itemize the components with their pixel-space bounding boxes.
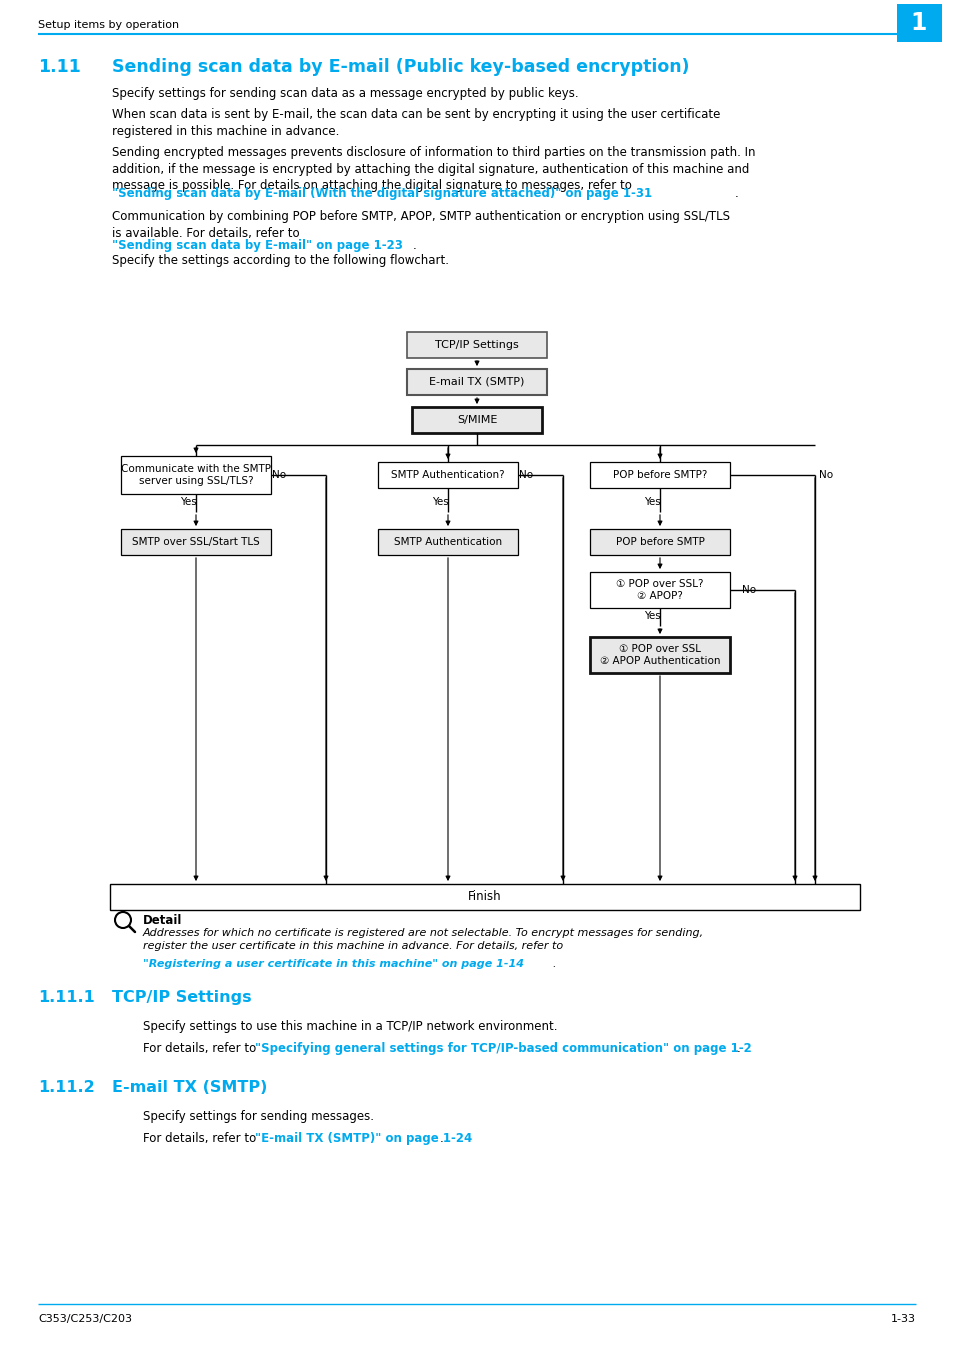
Text: Yes: Yes xyxy=(431,497,448,508)
Text: POP before SMTP?: POP before SMTP? xyxy=(612,470,706,481)
Text: For details, refer to: For details, refer to xyxy=(143,1042,260,1054)
Text: 1.11.2: 1.11.2 xyxy=(38,1080,94,1095)
Bar xyxy=(377,529,517,555)
Bar xyxy=(121,456,271,494)
Text: "Sending scan data by E-mail" on page 1-23: "Sending scan data by E-mail" on page 1-… xyxy=(112,239,402,252)
Text: .: . xyxy=(737,1042,740,1054)
Text: "Specifying general settings for TCP/IP-based communication" on page 1-2: "Specifying general settings for TCP/IP-… xyxy=(254,1042,751,1054)
Bar xyxy=(412,406,541,433)
Text: POP before SMTP: POP before SMTP xyxy=(615,537,703,547)
Bar xyxy=(589,462,729,487)
Bar xyxy=(589,529,729,555)
Text: 1-33: 1-33 xyxy=(890,1314,915,1324)
Bar xyxy=(589,572,729,608)
Text: .: . xyxy=(734,188,738,200)
Bar xyxy=(407,332,546,358)
Bar xyxy=(896,4,941,42)
Bar xyxy=(121,529,271,555)
Text: .: . xyxy=(413,239,416,252)
Text: SMTP Authentication: SMTP Authentication xyxy=(394,537,501,547)
Text: 1.11: 1.11 xyxy=(38,58,81,76)
Text: Setup items by operation: Setup items by operation xyxy=(38,20,179,30)
Text: Sending encrypted messages prevents disclosure of information to third parties o: Sending encrypted messages prevents disc… xyxy=(112,146,755,192)
Text: Yes: Yes xyxy=(643,497,659,508)
Text: 1.11.1: 1.11.1 xyxy=(38,990,94,1004)
Text: ① POP over SSL
② APOP Authentication: ① POP over SSL ② APOP Authentication xyxy=(599,644,720,666)
Text: Addresses for which no certificate is registered are not selectable. To encrypt : Addresses for which no certificate is re… xyxy=(143,927,703,950)
Text: S/MIME: S/MIME xyxy=(456,414,497,425)
Text: For details, refer to: For details, refer to xyxy=(143,1133,260,1145)
Text: E-mail TX (SMTP): E-mail TX (SMTP) xyxy=(112,1080,267,1095)
Text: E-mail TX (SMTP): E-mail TX (SMTP) xyxy=(429,377,524,387)
Text: When scan data is sent by E-mail, the scan data can be sent by encrypting it usi: When scan data is sent by E-mail, the sc… xyxy=(112,108,720,138)
Text: TCP/IP Settings: TCP/IP Settings xyxy=(112,990,252,1004)
Text: .: . xyxy=(552,958,555,969)
Text: Yes: Yes xyxy=(643,612,659,621)
Text: SMTP Authentication?: SMTP Authentication? xyxy=(391,470,504,481)
Text: No: No xyxy=(741,585,756,595)
Bar xyxy=(377,462,517,487)
Text: Sending scan data by E-mail (Public key-based encryption): Sending scan data by E-mail (Public key-… xyxy=(112,58,689,76)
Text: Detail: Detail xyxy=(143,914,182,927)
Text: TCP/IP Settings: TCP/IP Settings xyxy=(435,340,518,350)
Bar xyxy=(589,637,729,674)
Text: Specify settings for sending scan data as a message encrypted by public keys.: Specify settings for sending scan data a… xyxy=(112,86,578,100)
Text: "Sending scan data by E-mail (With the digital signature attached)" on page 1-31: "Sending scan data by E-mail (With the d… xyxy=(112,188,652,200)
Text: Communicate with the SMTP
server using SSL/TLS?: Communicate with the SMTP server using S… xyxy=(121,464,271,486)
Text: SMTP over SSL/Start TLS: SMTP over SSL/Start TLS xyxy=(132,537,259,547)
Text: Specify settings for sending messages.: Specify settings for sending messages. xyxy=(143,1110,374,1123)
Bar xyxy=(407,369,546,396)
Bar xyxy=(110,884,859,910)
Text: Specify settings to use this machine in a TCP/IP network environment.: Specify settings to use this machine in … xyxy=(143,1021,557,1033)
Text: C353/C253/C203: C353/C253/C203 xyxy=(38,1314,132,1324)
Text: Communication by combining POP before SMTP, APOP, SMTP authentication or encrypt: Communication by combining POP before SM… xyxy=(112,211,729,239)
Text: ① POP over SSL?
② APOP?: ① POP over SSL? ② APOP? xyxy=(616,579,703,601)
Text: .: . xyxy=(439,1133,443,1145)
Text: No: No xyxy=(818,470,832,481)
Text: Specify the settings according to the following flowchart.: Specify the settings according to the fo… xyxy=(112,254,449,267)
Text: "E-mail TX (SMTP)" on page 1-24: "E-mail TX (SMTP)" on page 1-24 xyxy=(254,1133,472,1145)
Text: Finish: Finish xyxy=(468,891,501,903)
Text: Yes: Yes xyxy=(179,497,196,508)
Text: No: No xyxy=(272,470,286,481)
Text: "Registering a user certificate in this machine" on page 1-14: "Registering a user certificate in this … xyxy=(143,958,523,969)
Text: 1: 1 xyxy=(910,11,926,35)
Text: No: No xyxy=(518,470,533,481)
